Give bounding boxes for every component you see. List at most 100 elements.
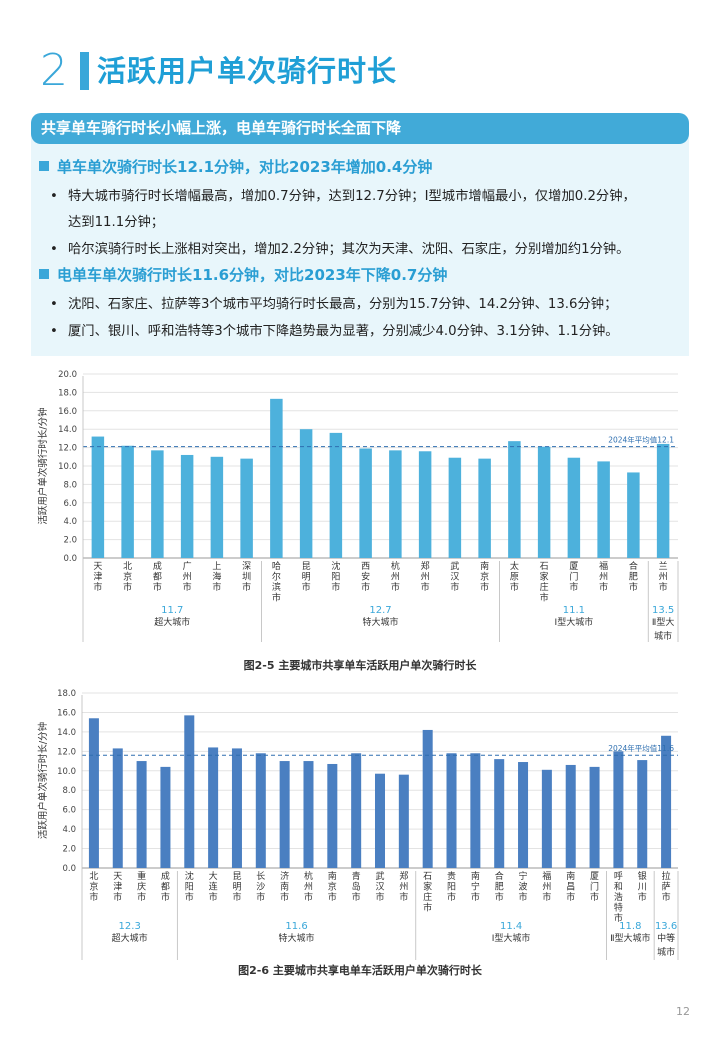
- summary-panel: [31, 138, 689, 356]
- x-tick-label: 成都市: [161, 870, 170, 903]
- x-tick-label: 厦门市: [590, 871, 599, 903]
- bar: [494, 759, 505, 868]
- bar: [255, 753, 266, 868]
- ebike-bullet-2: • 厦门、银川、呼和浩特等3个城市下降趋势最为显著，分别减少4.0分钟、3.1分钟…: [50, 320, 619, 339]
- bike-heading-text: 单车单次骑行时长12.1分钟，对比2023年增加0.4分钟: [57, 158, 433, 176]
- x-tick-label: 厦门市: [569, 561, 578, 593]
- bar: [470, 753, 481, 868]
- bar: [327, 763, 338, 868]
- x-tick-label: 上海市: [212, 561, 221, 593]
- group-average-value: 11.8: [619, 921, 641, 932]
- bar: [184, 715, 195, 868]
- x-tick-label: 南京市: [328, 870, 337, 903]
- bar: [91, 436, 105, 558]
- bar: [613, 751, 624, 868]
- y-tick-label: 16.0: [57, 708, 76, 718]
- bar: [359, 448, 372, 558]
- x-tick-label: 拉萨市: [662, 870, 671, 903]
- x-tick-label: 银川市: [638, 870, 647, 903]
- x-tick-label: 哈尔滨市: [272, 560, 281, 604]
- x-tick-label: 成都市: [153, 560, 162, 593]
- section-title: 活跃用户单次骑行时长: [97, 54, 398, 88]
- group-name: 特大城市: [279, 932, 315, 944]
- x-tick-label: 济南市: [280, 870, 289, 903]
- y-tick-label: 4.0: [62, 825, 76, 835]
- x-tick-label: 合肥市: [495, 870, 504, 903]
- y-tick-label: 18.0: [57, 689, 76, 699]
- summary-banner: 共享单车骑行时长小幅上涨，电单车骑行时长全面下降: [31, 113, 689, 144]
- bar: [240, 458, 253, 558]
- x-tick-label: 青岛市: [352, 870, 361, 903]
- group-name: 超大城市: [154, 616, 190, 628]
- bar: [374, 773, 386, 868]
- group-average-value: 11.1: [563, 605, 585, 616]
- bar: [508, 441, 521, 558]
- bar: [597, 461, 610, 558]
- bar: [565, 764, 576, 868]
- bar: [329, 432, 343, 558]
- ebike-chart-caption: 图2-6 主要城市共享电单车活跃用户单次骑行时长: [238, 964, 482, 977]
- group-average-value: 13.5: [652, 605, 674, 616]
- bar: [661, 735, 672, 868]
- bullet-dot-icon: •: [50, 297, 58, 312]
- group-name: Ⅰ型大城市: [492, 932, 531, 944]
- x-tick-label: 西安市: [361, 561, 370, 593]
- y-tick-label: 12.0: [57, 747, 76, 757]
- x-tick-label: 广州市: [183, 560, 192, 593]
- x-tick-label: 郑州市: [399, 870, 408, 903]
- bar: [270, 398, 283, 558]
- bar: [279, 761, 290, 868]
- group-average-value: 11.7: [161, 605, 183, 616]
- x-tick-label: 沈阳市: [331, 560, 340, 593]
- bar: [567, 457, 581, 558]
- y-tick-label: 8.0: [63, 480, 77, 490]
- x-tick-label: 沈阳市: [185, 870, 194, 903]
- section-title-accent-bar: [80, 52, 89, 90]
- ebike-bullet-1-text: 沈阳、石家庄、拉萨等3个城市平均骑行时长最高，分别为15.7分钟、14.2分钟、…: [68, 297, 618, 312]
- square-bullet-icon: [39, 269, 49, 279]
- x-tick-label: 呼和浩特市: [614, 871, 623, 924]
- y-tick-label: 2.0: [63, 536, 77, 546]
- bar: [151, 450, 164, 558]
- bar: [656, 443, 670, 558]
- bar: [299, 429, 313, 558]
- x-tick-label: 天津市: [93, 562, 102, 593]
- square-bullet-icon: [39, 161, 49, 171]
- group-name: Ⅱ型大城市: [610, 932, 650, 944]
- average-line-label: 2024年平均值12.1: [608, 435, 674, 445]
- group-average-value: 12.3: [119, 921, 141, 932]
- bar: [637, 760, 648, 868]
- x-tick-label: 北京市: [123, 561, 132, 593]
- x-tick-label: 南宁市: [471, 870, 480, 903]
- group-average-value: 13.6: [655, 921, 677, 932]
- y-tick-label: 10.0: [58, 462, 77, 472]
- bar: [231, 748, 242, 868]
- x-tick-label: 大连市: [209, 870, 218, 903]
- group-average-value: 11.4: [500, 921, 522, 932]
- y-tick-label: 8.0: [62, 786, 76, 796]
- x-tick-label: 兰州市: [659, 560, 668, 593]
- x-tick-label: 福州市: [542, 870, 551, 903]
- bar: [422, 729, 433, 868]
- x-tick-label: 杭州市: [304, 870, 313, 903]
- bar: [180, 454, 194, 558]
- ebike-bullet-1: • 沈阳、石家庄、拉萨等3个城市平均骑行时长最高，分别为15.7分钟、14.2分钟…: [50, 293, 617, 312]
- x-tick-label: 太原市: [510, 560, 519, 593]
- group-name: Ⅰ型大城市: [555, 616, 594, 628]
- bullet-dot-icon: •: [50, 324, 58, 339]
- y-axis-label: 活跃用户单次骑行时长/分钟: [37, 722, 49, 839]
- x-tick-label: 深圳市: [242, 561, 251, 593]
- bar: [446, 753, 457, 868]
- bike-duration-chart: 0.0 2.0 4.0 6.0 8.0 10.0 12.0 14.0 16.0 18.0 20.0 活…: [37, 370, 679, 642]
- x-tick-label: 贵阳市: [447, 870, 456, 903]
- y-tick-label: 0.0: [63, 554, 77, 564]
- bar: [88, 718, 99, 868]
- y-tick-label: 12.0: [58, 444, 77, 454]
- x-tick-label: 昆明市: [232, 871, 241, 903]
- bar: [210, 456, 224, 558]
- average-line-label: 2024年平均值11.6: [608, 743, 674, 753]
- bar: [136, 761, 147, 868]
- group-name: 特大城市: [362, 616, 398, 628]
- y-tick-label: 16.0: [58, 407, 77, 417]
- group-average-value: 12.7: [369, 605, 391, 616]
